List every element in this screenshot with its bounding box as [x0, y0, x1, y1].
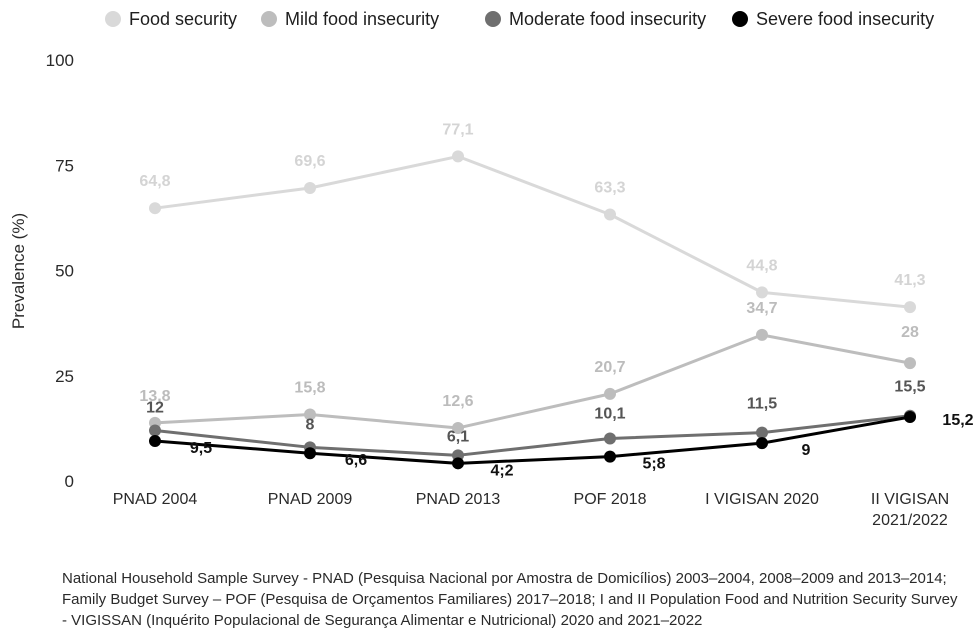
data-point: [604, 450, 616, 463]
legend-entry: Mild food insecurity: [285, 9, 439, 29]
data-labels: 64,8 69,6 77,1 63,3 44,8 41,3 13,8 15,8 12,6 20,7…: [139, 121, 973, 479]
data-point: [904, 301, 916, 314]
data-label: 15,5: [894, 379, 925, 396]
legend-marker: [485, 11, 501, 27]
data-label: 41,3: [894, 272, 925, 289]
legend-marker: [105, 11, 121, 27]
data-label: 6,1: [447, 428, 469, 445]
source-footnote: National Household Sample Survey - PNAD …: [62, 570, 958, 629]
legend-marker: [732, 11, 748, 27]
y-tick-label: 25: [55, 367, 74, 386]
data-point: [756, 328, 768, 341]
x-tick-label: II VIGISAN: [871, 491, 949, 508]
data-label: 15,2: [942, 412, 973, 429]
data-label: 34,7: [746, 300, 777, 317]
legend-entry: Severe food insecurity: [756, 9, 934, 29]
data-label: 12: [146, 399, 164, 416]
data-point: [149, 424, 161, 437]
data-point: [304, 447, 316, 460]
data-label: 8: [306, 416, 315, 433]
legend-entry: Food security: [129, 9, 237, 29]
data-label: 9: [802, 442, 811, 459]
legend-entry: Moderate food insecurity: [509, 9, 706, 29]
series-line: [154, 333, 911, 430]
data-point: [452, 150, 464, 163]
data-label: 28: [901, 324, 919, 341]
data-label: 15,8: [294, 379, 325, 396]
data-point: [452, 457, 464, 470]
data-label: 13,8: [139, 388, 170, 405]
data-point: [149, 202, 161, 215]
x-tick-label: POF 2018: [574, 491, 647, 508]
data-point: [604, 432, 616, 445]
data-label: 77,1: [442, 121, 473, 138]
y-tick-label: 75: [55, 156, 74, 175]
data-label: 44,8: [746, 257, 777, 274]
series-line: [154, 154, 911, 309]
data-label: 64,8: [139, 173, 170, 190]
y-tick-label: 0: [65, 472, 74, 491]
data-label: 4;2: [490, 462, 513, 479]
x-tick-label: PNAD 2009: [268, 491, 353, 508]
series-line: [154, 414, 911, 457]
series-lines: [154, 154, 911, 465]
data-point: [604, 208, 616, 221]
x-tick-label: PNAD 2004: [113, 491, 198, 508]
data-point: [904, 357, 916, 370]
data-point: [604, 387, 616, 400]
x-tick-label: PNAD 2013: [416, 491, 501, 508]
data-label: 6,6: [345, 452, 367, 469]
y-axis: 0 25 50 75 100: [46, 51, 74, 491]
legend: Food security Mild food insecurity Moderat…: [105, 9, 934, 29]
x-tick-label: 2021/2022: [872, 512, 948, 529]
y-tick-label: 50: [55, 262, 74, 281]
data-point: [756, 426, 768, 439]
series-line: [154, 415, 911, 465]
y-axis-title: Prevalence (%): [9, 213, 28, 329]
legend-marker: [261, 11, 277, 27]
data-point: [304, 408, 316, 421]
data-point: [756, 437, 768, 450]
data-label: 20,7: [594, 359, 625, 376]
data-label: 9,5: [190, 440, 212, 457]
data-label: 12,6: [442, 393, 473, 410]
data-label: 5;8: [642, 456, 665, 473]
data-label: 63,3: [594, 180, 625, 197]
data-point: [149, 435, 161, 448]
data-point: [304, 181, 316, 194]
series-points: [149, 150, 916, 470]
line-chart: Food security Mild food insecurity Moderat…: [9, 9, 974, 529]
data-label: 69,6: [294, 153, 325, 170]
x-axis: PNAD 2004 PNAD 2009 PNAD 2013 POF 2018 I VIG…: [113, 491, 949, 529]
data-point: [452, 421, 464, 434]
x-tick-label: I VIGISAN 2020: [705, 491, 819, 508]
data-label: 11,5: [747, 396, 777, 413]
data-point: [756, 286, 768, 299]
data-point: [904, 411, 916, 424]
data-label: 10,1: [594, 405, 625, 422]
y-tick-label: 100: [46, 51, 74, 70]
